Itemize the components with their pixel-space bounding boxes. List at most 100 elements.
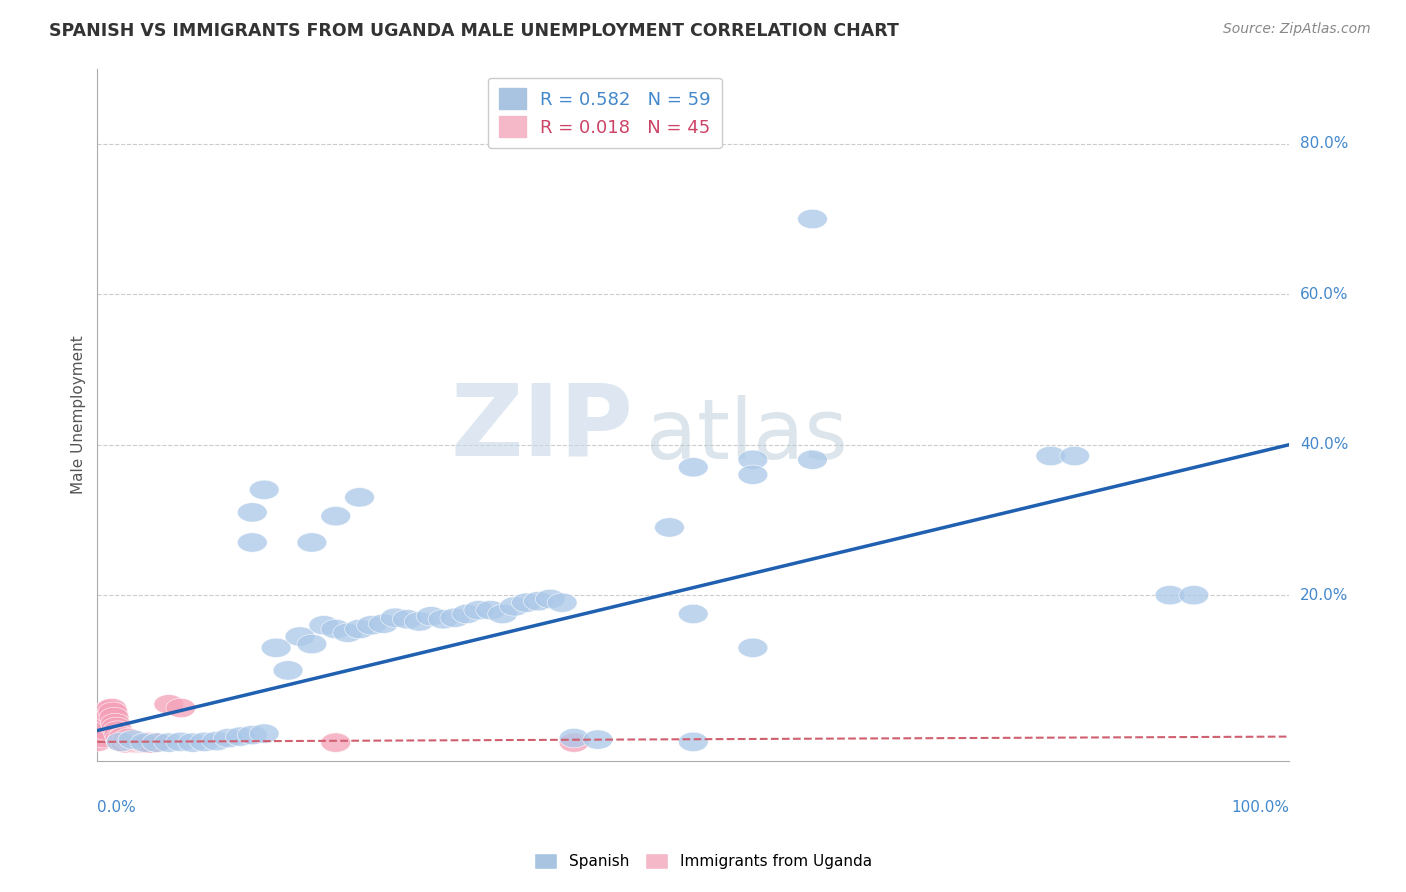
- Ellipse shape: [416, 607, 446, 626]
- Ellipse shape: [105, 729, 135, 747]
- Ellipse shape: [117, 731, 146, 751]
- Ellipse shape: [262, 638, 291, 657]
- Ellipse shape: [110, 732, 139, 752]
- Ellipse shape: [440, 608, 470, 627]
- Ellipse shape: [118, 733, 148, 752]
- Ellipse shape: [166, 698, 195, 718]
- Ellipse shape: [91, 714, 122, 732]
- Ellipse shape: [1060, 446, 1090, 466]
- Ellipse shape: [488, 604, 517, 624]
- Text: 100.0%: 100.0%: [1232, 799, 1289, 814]
- Ellipse shape: [201, 731, 232, 751]
- Ellipse shape: [368, 614, 398, 633]
- Ellipse shape: [333, 624, 363, 642]
- Ellipse shape: [238, 725, 267, 745]
- Legend: Spanish, Immigrants from Uganda: Spanish, Immigrants from Uganda: [527, 847, 879, 875]
- Text: ZIP: ZIP: [451, 380, 634, 477]
- Ellipse shape: [238, 533, 267, 552]
- Ellipse shape: [536, 590, 565, 608]
- Text: 0.0%: 0.0%: [97, 799, 136, 814]
- Ellipse shape: [134, 732, 163, 752]
- Ellipse shape: [91, 721, 121, 740]
- Ellipse shape: [512, 593, 541, 613]
- Ellipse shape: [135, 734, 165, 753]
- Ellipse shape: [249, 724, 280, 743]
- Ellipse shape: [94, 700, 124, 719]
- Ellipse shape: [655, 517, 685, 537]
- Ellipse shape: [131, 733, 160, 752]
- Ellipse shape: [381, 608, 411, 627]
- Text: SPANISH VS IMMIGRANTS FROM UGANDA MALE UNEMPLOYMENT CORRELATION CHART: SPANISH VS IMMIGRANTS FROM UGANDA MALE U…: [49, 22, 898, 40]
- Ellipse shape: [177, 733, 208, 752]
- Ellipse shape: [678, 604, 709, 624]
- Ellipse shape: [83, 732, 112, 752]
- Ellipse shape: [797, 210, 827, 228]
- Ellipse shape: [357, 615, 387, 635]
- Ellipse shape: [155, 733, 184, 752]
- Ellipse shape: [96, 705, 125, 723]
- Ellipse shape: [114, 729, 143, 747]
- Ellipse shape: [89, 729, 118, 747]
- Ellipse shape: [115, 733, 146, 752]
- Ellipse shape: [132, 734, 162, 753]
- Ellipse shape: [738, 450, 768, 469]
- Ellipse shape: [122, 733, 153, 752]
- Ellipse shape: [166, 732, 195, 752]
- Ellipse shape: [392, 609, 422, 629]
- Ellipse shape: [128, 734, 157, 753]
- Ellipse shape: [107, 732, 136, 752]
- Ellipse shape: [285, 627, 315, 646]
- Ellipse shape: [344, 619, 374, 639]
- Ellipse shape: [100, 714, 131, 732]
- Text: Source: ZipAtlas.com: Source: ZipAtlas.com: [1223, 22, 1371, 37]
- Ellipse shape: [115, 731, 145, 751]
- Ellipse shape: [344, 488, 374, 507]
- Ellipse shape: [297, 533, 326, 552]
- Ellipse shape: [98, 702, 128, 722]
- Ellipse shape: [122, 732, 152, 752]
- Ellipse shape: [112, 730, 142, 749]
- Ellipse shape: [1036, 446, 1066, 466]
- Ellipse shape: [120, 731, 149, 751]
- Ellipse shape: [107, 732, 136, 752]
- Ellipse shape: [97, 698, 127, 718]
- Ellipse shape: [131, 733, 162, 752]
- Ellipse shape: [155, 695, 184, 714]
- Ellipse shape: [142, 733, 172, 752]
- Ellipse shape: [225, 727, 256, 747]
- Y-axis label: Male Unemployment: Male Unemployment: [72, 335, 86, 494]
- Ellipse shape: [107, 730, 138, 749]
- Ellipse shape: [321, 507, 350, 526]
- Ellipse shape: [475, 600, 506, 620]
- Ellipse shape: [451, 604, 482, 624]
- Ellipse shape: [427, 609, 458, 629]
- Ellipse shape: [101, 717, 131, 737]
- Text: 60.0%: 60.0%: [1301, 286, 1348, 301]
- Ellipse shape: [797, 450, 827, 469]
- Ellipse shape: [249, 480, 280, 500]
- Ellipse shape: [111, 734, 141, 753]
- Text: 40.0%: 40.0%: [1301, 437, 1348, 452]
- Text: atlas: atlas: [645, 395, 848, 475]
- Ellipse shape: [309, 615, 339, 635]
- Ellipse shape: [523, 591, 553, 611]
- Ellipse shape: [104, 724, 134, 744]
- Ellipse shape: [214, 729, 243, 747]
- Ellipse shape: [560, 733, 589, 752]
- Ellipse shape: [100, 707, 129, 727]
- Ellipse shape: [738, 465, 768, 484]
- Ellipse shape: [560, 729, 589, 747]
- Text: 80.0%: 80.0%: [1301, 136, 1348, 152]
- Ellipse shape: [499, 597, 530, 616]
- Ellipse shape: [1180, 585, 1209, 605]
- Ellipse shape: [121, 734, 150, 753]
- Ellipse shape: [190, 732, 219, 752]
- Ellipse shape: [238, 503, 267, 522]
- Text: 20.0%: 20.0%: [1301, 588, 1348, 603]
- Ellipse shape: [547, 593, 576, 613]
- Ellipse shape: [131, 734, 160, 753]
- Ellipse shape: [273, 661, 302, 680]
- Ellipse shape: [142, 733, 172, 752]
- Ellipse shape: [127, 733, 156, 752]
- Ellipse shape: [1156, 585, 1185, 605]
